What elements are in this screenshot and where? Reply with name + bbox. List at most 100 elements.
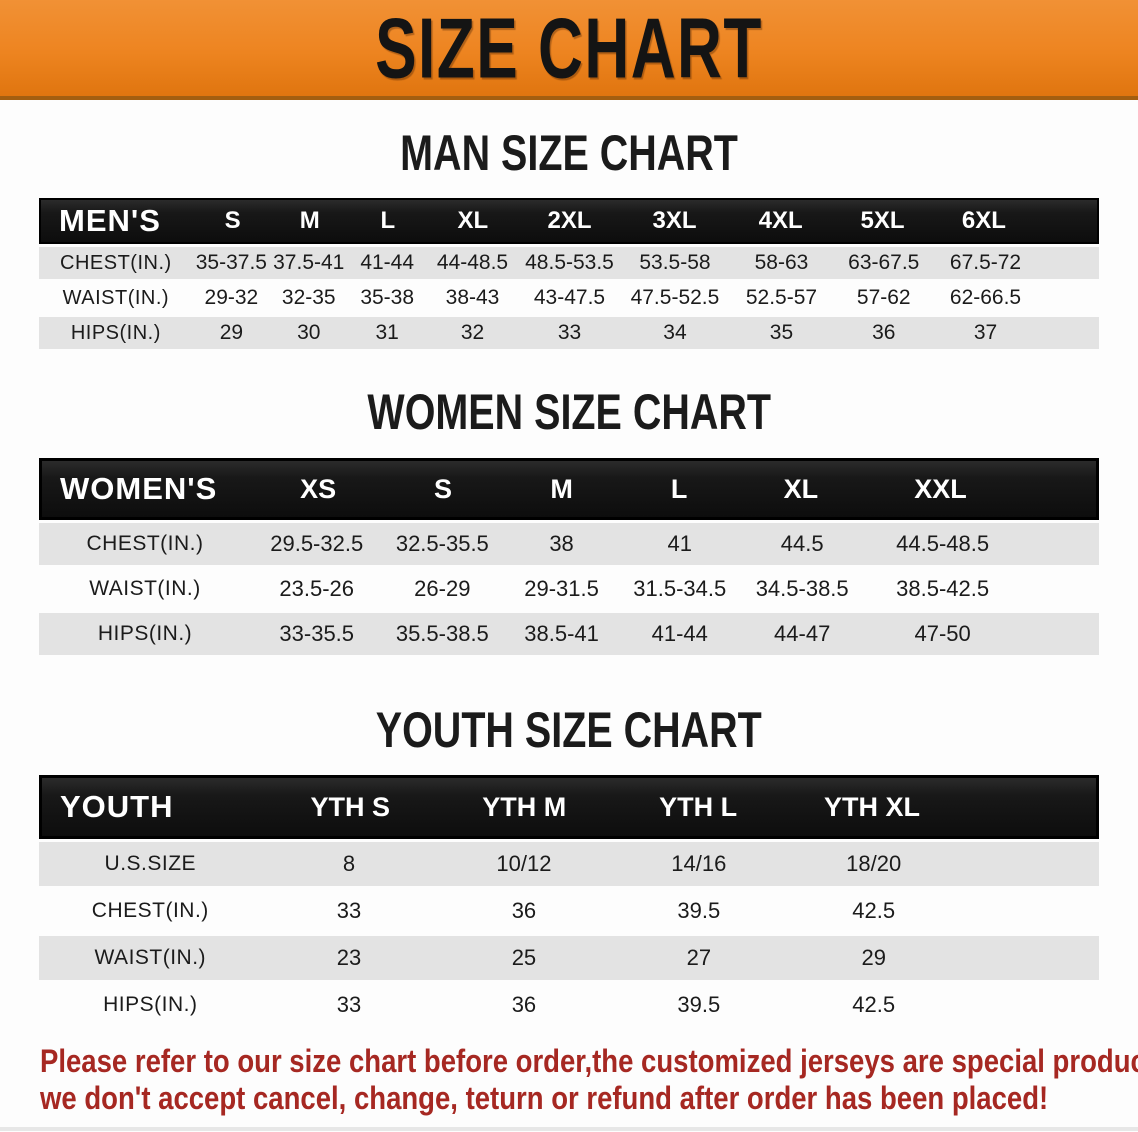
measurement-cell: 44-48.5 xyxy=(436,251,509,274)
measurement-cell: 14/16 xyxy=(671,851,727,876)
size-column-header: XL xyxy=(457,207,489,234)
measurement-cell: 10/12 xyxy=(496,851,552,876)
measurement-cell: 52.5-57 xyxy=(745,286,818,309)
size-column-header: XL xyxy=(783,473,819,504)
measurement-cell: 44.5-48.5 xyxy=(896,531,990,556)
table-row: CHEST(IN.) 35-37.5 37.5-41 41-44 44-48.5 48.5… xyxy=(39,247,1099,279)
measurement-cell: 44-47 xyxy=(774,621,831,646)
table-header-row: WOMEN'S XS S M L XL XXL xyxy=(39,458,1099,520)
youth-section-heading: YOUTH SIZE CHART xyxy=(375,701,763,758)
measurement-cell: 32.5-35.5 xyxy=(395,531,489,556)
measurement-cell: 36 xyxy=(511,992,537,1017)
measurement-cell: 42.5 xyxy=(852,898,896,923)
table-row: CHEST(IN.) 33 36 39.5 42.5 xyxy=(39,889,1099,933)
measurement-cell: 35-37.5 xyxy=(195,251,267,274)
measurement-cell: 47.5-52.5 xyxy=(630,286,720,309)
size-column-header: L xyxy=(380,207,396,234)
measurement-cell: 42.5 xyxy=(852,992,896,1017)
table-row: U.S.SIZE 8 10/12 14/16 18/20 xyxy=(39,842,1099,886)
size-column-header: XS xyxy=(300,473,337,504)
size-column-header: M xyxy=(550,473,573,504)
womens-size-table: WOMEN'S XS S M L XL XXL CHEST(IN.) 29.5-32.5 32.5… xyxy=(39,458,1099,655)
measurement-cell: 33 xyxy=(336,898,362,923)
measurement-cell: 38 xyxy=(549,531,574,556)
size-column-header: S xyxy=(434,473,453,504)
table-row: HIPS(IN.) 29 30 31 32 33 34 35 36 37 xyxy=(39,317,1099,349)
measurement-cell: 41-44 xyxy=(651,621,708,646)
measurement-cell: 37 xyxy=(973,321,998,344)
size-column-header: 5XL xyxy=(860,207,905,234)
measurement-cell: 35.5-38.5 xyxy=(395,621,489,646)
table-header-label: WOMEN'S xyxy=(60,471,218,506)
measurement-cell: 32-35 xyxy=(281,286,336,309)
size-column-header: 6XL xyxy=(961,207,1006,234)
row-label: HIPS(IN.) xyxy=(103,993,198,1016)
measurement-cell: 31 xyxy=(375,321,399,344)
table-row: HIPS(IN.) 33 36 39.5 42.5 xyxy=(39,983,1099,1027)
mens-section-heading: MAN SIZE CHART xyxy=(400,124,738,181)
measurement-cell: 29 xyxy=(861,945,886,970)
measurement-cell: 30 xyxy=(297,321,321,344)
size-column-header: YTH S xyxy=(310,791,391,822)
size-column-header: 3XL xyxy=(652,207,697,234)
row-label: CHEST(IN.) xyxy=(91,899,209,922)
measurement-cell: 39.5 xyxy=(677,898,721,923)
measurement-cell: 63-67.5 xyxy=(848,251,920,274)
size-column-header: YTH M xyxy=(482,791,567,822)
measurement-cell: 38-43 xyxy=(445,286,500,309)
womens-section-heading: WOMEN SIZE CHART xyxy=(367,383,771,440)
measurement-cell: 27 xyxy=(686,945,712,970)
row-label: U.S.SIZE xyxy=(104,852,197,875)
measurement-cell: 29-31.5 xyxy=(524,576,599,601)
measurement-cell: 36 xyxy=(511,898,537,923)
disclaimer-line-2: we don't accept cancel, change, teturn o… xyxy=(40,1080,1049,1116)
size-column-header: M xyxy=(299,207,320,234)
measurement-cell: 34 xyxy=(663,321,687,344)
measurement-cell: 38.5-42.5 xyxy=(896,576,990,601)
table-header-label: MEN'S xyxy=(59,203,161,238)
womens-size-chart-section: WOMEN SIZE CHART WOMEN'S XS S M L XL XXL CHEST(… xyxy=(0,383,1138,655)
table-row: CHEST(IN.) 29.5-32.5 32.5-35.5 38 41 44.5 44.5… xyxy=(39,523,1099,565)
measurement-cell: 8 xyxy=(342,851,356,876)
measurement-cell: 29 xyxy=(219,321,244,344)
measurement-cell: 62-66.5 xyxy=(949,286,1022,309)
measurement-cell: 29-32 xyxy=(204,286,259,309)
measurement-cell: 33 xyxy=(557,321,582,344)
banner-title: SIZE CHART xyxy=(375,0,763,96)
measurement-cell: 44.5 xyxy=(780,531,824,556)
measurement-cell: 33-35.5 xyxy=(279,621,355,646)
mens-size-chart-section: MAN SIZE CHART MEN'S S M L XL 2XL 3XL 4XL 5XL 6XL… xyxy=(0,124,1138,349)
table-row: WAIST(IN.) 29-32 32-35 35-38 38-43 43-47.5 47.… xyxy=(39,282,1099,314)
size-column-header: 2XL xyxy=(547,207,592,234)
youth-size-table: YOUTH YTH S YTH M YTH L YTH XL U.S.SIZE 8 10/12… xyxy=(39,775,1099,1027)
measurement-cell: 37.5-41 xyxy=(273,251,345,274)
size-column-header: YTH XL xyxy=(823,791,920,822)
measurement-cell: 35 xyxy=(769,321,794,344)
measurement-cell: 32 xyxy=(460,321,485,344)
measurement-cell: 43-47.5 xyxy=(533,286,606,309)
measurement-cell: 31.5-34.5 xyxy=(633,576,727,601)
table-row: WAIST(IN.) 23 25 27 29 xyxy=(39,936,1099,980)
banner: SIZE CHART xyxy=(0,0,1138,100)
size-column-header: XXL xyxy=(914,473,967,504)
size-column-header: S xyxy=(224,207,241,234)
size-column-header: YTH L xyxy=(659,791,738,822)
measurement-cell: 33 xyxy=(336,992,362,1017)
measurement-cell: 34.5-38.5 xyxy=(755,576,849,601)
youth-size-chart-section: YOUTH SIZE CHART YOUTH YTH S YTH M YTH L YTH… xyxy=(0,701,1138,1027)
measurement-cell: 23 xyxy=(336,945,362,970)
measurement-cell: 47-50 xyxy=(914,621,971,646)
measurement-cell: 67.5-72 xyxy=(949,251,1022,274)
table-header-row: YOUTH YTH S YTH M YTH L YTH XL xyxy=(39,775,1099,839)
row-label: WAIST(IN.) xyxy=(94,946,207,969)
disclaimer: Please refer to our size chart before or… xyxy=(40,1043,1138,1117)
measurement-cell: 23.5-26 xyxy=(279,576,355,601)
measurement-cell: 41-44 xyxy=(360,251,415,274)
measurement-cell: 25 xyxy=(511,945,537,970)
measurement-cell: 18/20 xyxy=(846,851,902,876)
bottom-divider xyxy=(0,1127,1138,1131)
row-label: WAIST(IN.) xyxy=(89,577,201,600)
size-column-header: L xyxy=(670,473,688,504)
measurement-cell: 48.5-53.5 xyxy=(525,251,614,274)
